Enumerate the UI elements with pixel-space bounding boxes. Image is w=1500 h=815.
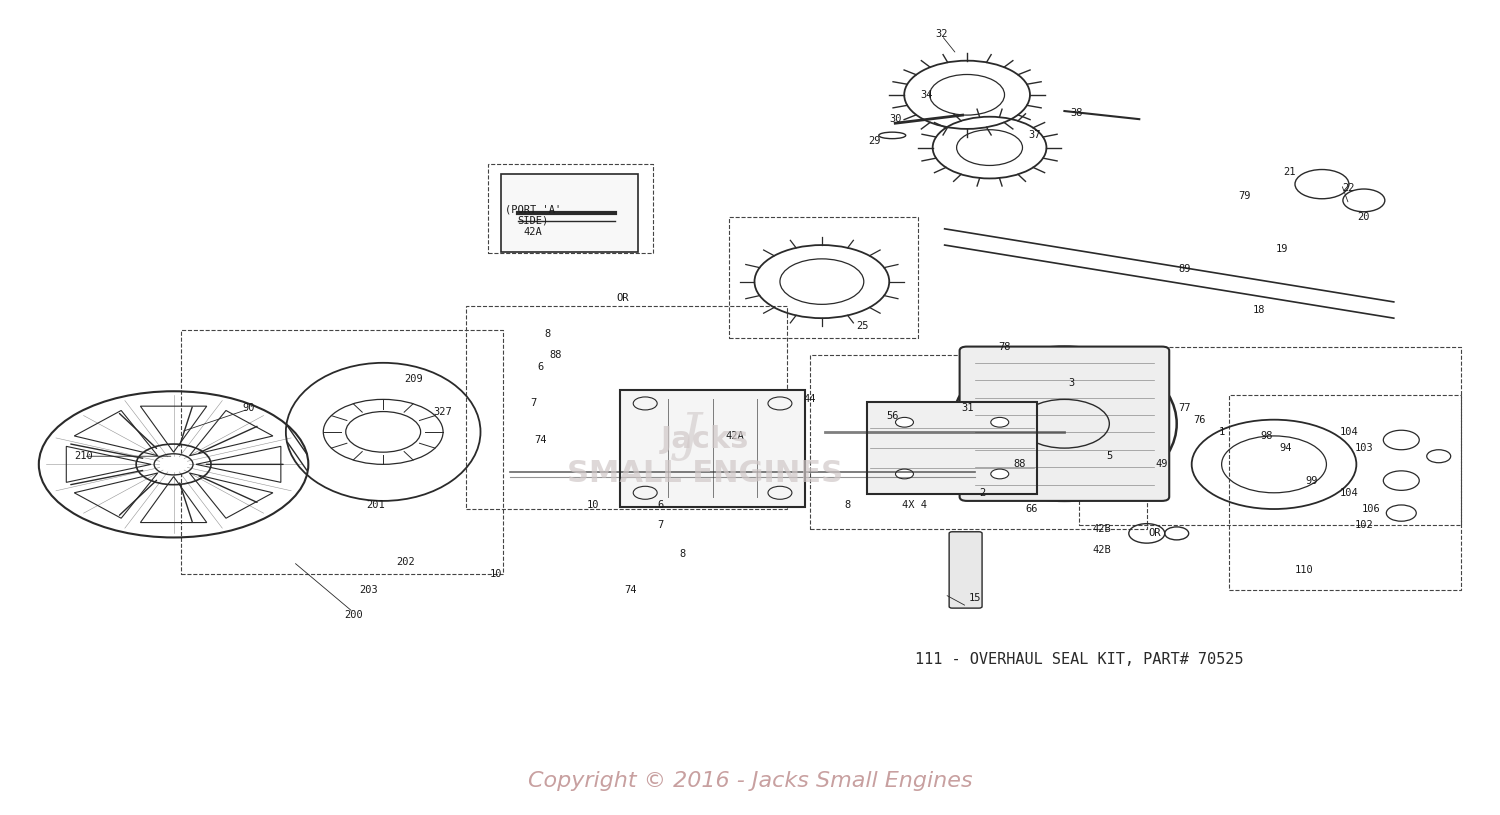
Text: 94: 94	[1280, 443, 1293, 453]
Text: 201: 201	[366, 500, 386, 510]
Text: 30: 30	[890, 114, 902, 124]
Text: 2: 2	[980, 488, 986, 498]
FancyBboxPatch shape	[501, 174, 638, 252]
Text: 110: 110	[1294, 565, 1314, 575]
Text: OR: OR	[1148, 528, 1161, 539]
Text: 29: 29	[868, 136, 880, 146]
FancyBboxPatch shape	[960, 346, 1168, 501]
Text: 202: 202	[396, 557, 416, 566]
Text: 7: 7	[530, 399, 536, 408]
Text: 74: 74	[624, 585, 636, 595]
Text: 104: 104	[1340, 488, 1359, 498]
Text: 31: 31	[962, 403, 974, 412]
Text: 8: 8	[544, 329, 550, 339]
Circle shape	[992, 469, 1008, 479]
Text: 42B: 42B	[1092, 544, 1112, 555]
Text: 102: 102	[1354, 520, 1372, 531]
Text: OR: OR	[616, 293, 628, 303]
Text: 7: 7	[657, 520, 663, 531]
Text: 200: 200	[344, 610, 363, 619]
Text: 25: 25	[856, 321, 868, 331]
Text: 210: 210	[75, 452, 93, 461]
Text: 203: 203	[358, 585, 378, 595]
Text: 88: 88	[1014, 460, 1026, 469]
Text: 42A: 42A	[726, 431, 744, 441]
Text: 66: 66	[1024, 504, 1038, 514]
Text: 44: 44	[804, 394, 816, 404]
Text: 99: 99	[1305, 476, 1317, 486]
Text: 32: 32	[936, 29, 948, 39]
Text: 103: 103	[1354, 443, 1372, 453]
FancyBboxPatch shape	[620, 390, 806, 507]
Text: 104: 104	[1340, 427, 1359, 437]
Text: 37: 37	[1028, 130, 1041, 140]
Text: J: J	[680, 411, 700, 461]
Text: 10: 10	[586, 500, 598, 510]
Circle shape	[896, 417, 914, 427]
Text: 6: 6	[537, 362, 543, 372]
Text: 18: 18	[1252, 305, 1266, 315]
Text: 42B: 42B	[1092, 524, 1112, 535]
Text: 98: 98	[1260, 431, 1274, 441]
Text: 19: 19	[1275, 244, 1288, 254]
Text: 38: 38	[1070, 108, 1083, 118]
Text: 3: 3	[1070, 378, 1076, 388]
Text: 20: 20	[1358, 212, 1370, 222]
Text: Copyright © 2016 - Jacks Small Engines: Copyright © 2016 - Jacks Small Engines	[528, 771, 972, 791]
Text: 111 - OVERHAUL SEAL KIT, PART# 70525: 111 - OVERHAUL SEAL KIT, PART# 70525	[915, 652, 1244, 667]
Text: 8: 8	[680, 548, 686, 559]
Text: 106: 106	[1362, 504, 1380, 514]
FancyBboxPatch shape	[950, 531, 982, 608]
Text: 90: 90	[242, 403, 255, 412]
Text: 77: 77	[1178, 403, 1191, 412]
Text: 34: 34	[921, 90, 933, 99]
Circle shape	[992, 417, 1008, 427]
Circle shape	[154, 454, 194, 475]
Text: 209: 209	[404, 374, 423, 384]
Text: 76: 76	[1192, 415, 1206, 425]
Circle shape	[896, 469, 914, 479]
Text: 22: 22	[1342, 183, 1354, 193]
Text: (PORT 'A'
SIDE)
42A: (PORT 'A' SIDE) 42A	[506, 204, 561, 237]
Text: 56: 56	[886, 411, 898, 421]
Text: Jacks
SMALL ENGINES: Jacks SMALL ENGINES	[567, 425, 843, 487]
Text: 15: 15	[969, 593, 981, 603]
Text: 78: 78	[999, 341, 1011, 351]
Text: 5: 5	[1106, 452, 1113, 461]
Text: 89: 89	[1178, 264, 1191, 275]
Text: 1: 1	[1218, 427, 1224, 437]
Text: 49: 49	[1155, 460, 1168, 469]
Text: 6: 6	[657, 500, 663, 510]
Text: 8: 8	[844, 500, 850, 510]
Text: 79: 79	[1238, 192, 1251, 201]
Text: 327: 327	[433, 407, 453, 416]
FancyBboxPatch shape	[867, 402, 1038, 495]
Text: 10: 10	[489, 569, 501, 579]
Text: 21: 21	[1282, 167, 1294, 177]
Text: 74: 74	[534, 435, 546, 445]
Text: 88: 88	[549, 350, 561, 359]
Text: 4X 4: 4X 4	[902, 500, 927, 510]
